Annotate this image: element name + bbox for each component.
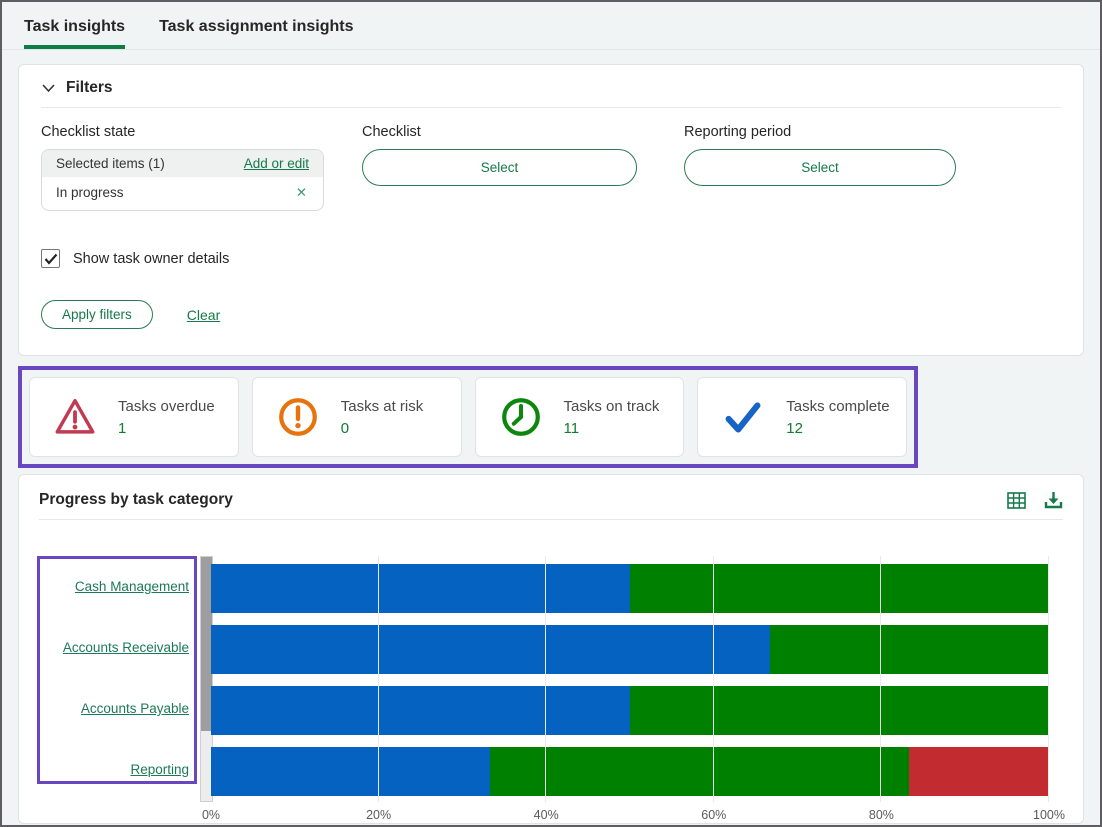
bar-segment-green-segment-accounts-receivable[interactable] — [769, 625, 1049, 674]
stat-label: Tasks at risk — [340, 397, 424, 415]
bar-segment-blue-segment-cash-management[interactable] — [211, 564, 630, 613]
card-tasks-on-track: Tasks on track 11 — [474, 377, 685, 457]
chart-plot-area — [211, 556, 1049, 802]
checklist-select-button[interactable]: Select — [362, 149, 637, 186]
bar-row-reporting — [211, 747, 1049, 796]
x-axis-tick-40: 40% — [533, 808, 559, 822]
bar-segment-green-segment-reporting[interactable] — [490, 747, 910, 796]
reporting-period-field: Reporting period Select — [684, 124, 956, 186]
card-tasks-complete: Tasks complete 12 — [697, 377, 907, 457]
alert-circle-icon — [275, 394, 321, 440]
stat-label: Tasks complete — [786, 397, 890, 415]
table-view-icon[interactable] — [1007, 491, 1026, 509]
stat-label: Tasks overdue — [118, 397, 215, 415]
category-link-cash-management[interactable]: Cash Management — [74, 579, 189, 594]
checklist-label: Checklist — [362, 124, 421, 140]
gridline-60 — [712, 556, 714, 802]
filters-divider — [41, 107, 1061, 108]
tab-task-assignment-insights[interactable]: Task assignment insights — [159, 18, 354, 35]
bar-segment-red-segment-reporting[interactable] — [909, 747, 1049, 796]
x-axis-tick-80: 80% — [868, 808, 894, 822]
stat-value: 1 — [118, 419, 127, 437]
gridline-40 — [545, 556, 547, 802]
progress-chart-panel: Progress by task category — [18, 474, 1084, 824]
stat-value: 0 — [340, 419, 350, 437]
apply-filters-button[interactable]: Apply filters — [41, 300, 153, 329]
chart-scrollbar[interactable] — [200, 556, 213, 802]
chart-divider — [39, 519, 1063, 520]
show-task-owner-label: Show task owner details — [73, 250, 230, 267]
bar-row-cash-management — [211, 564, 1049, 613]
gridline-100 — [1048, 556, 1049, 802]
category-link-accounts-receivable[interactable]: Accounts Receivable — [62, 640, 189, 655]
reporting-period-label: Reporting period — [684, 124, 792, 140]
x-axis-tick-60: 60% — [701, 808, 727, 822]
selected-items-box: Selected items (1) Add or edit In progre… — [41, 149, 324, 211]
checklist-field: Checklist Select — [362, 124, 637, 186]
selected-item-label: In progress — [56, 185, 124, 200]
clear-link[interactable]: Clear — [186, 306, 221, 323]
checklist-state-label: Checklist state — [41, 124, 136, 140]
filters-panel: Filters Checklist state Selected items (… — [18, 64, 1084, 356]
warning-triangle-icon — [52, 394, 98, 440]
card-tasks-at-risk: Tasks at risk 0 — [251, 377, 462, 457]
selected-item-row: In progress ✕ — [42, 177, 323, 210]
checkmark-icon — [44, 253, 57, 265]
progress-chart: Cash Management Accounts Receivable Accoun… — [37, 541, 1065, 825]
x-axis-tick-0: 0% — [201, 808, 221, 822]
clock-icon — [498, 394, 544, 440]
add-or-edit-link[interactable]: Add or edit — [243, 156, 309, 171]
bar-segment-blue-segment-accounts-receivable[interactable] — [211, 625, 770, 674]
show-task-owner-checkbox[interactable] — [41, 249, 60, 268]
bar-row-accounts-receivable — [211, 625, 1049, 674]
stat-value: 12 — [786, 419, 803, 437]
reporting-period-select-button[interactable]: Select — [684, 149, 956, 186]
category-link-reporting[interactable]: Reporting — [130, 762, 189, 777]
x-axis-tick-100: 100% — [1033, 808, 1065, 822]
stat-value: 11 — [563, 419, 580, 437]
gridline-20 — [377, 556, 379, 802]
summary-cards-highlight: Tasks overdue 1 Tasks at risk 0 — [18, 366, 918, 468]
category-link-accounts-payable[interactable]: Accounts Payable — [80, 701, 189, 716]
gridline-80 — [880, 556, 882, 802]
bar-row-accounts-payable — [211, 686, 1049, 735]
bar-segment-green-segment-cash-management[interactable] — [630, 564, 1049, 613]
tab-task-insights[interactable]: Task insights — [24, 18, 126, 49]
bar-segment-blue-segment-reporting[interactable] — [211, 747, 491, 796]
selected-items-count: Selected items (1) — [56, 156, 165, 171]
download-icon[interactable] — [1044, 491, 1063, 509]
bar-segment-blue-segment-accounts-payable[interactable] — [211, 686, 630, 735]
chart-x-axis: 0% 20% 40% 60% 80% 100% — [202, 808, 1065, 825]
close-icon[interactable]: ✕ — [295, 184, 307, 200]
x-axis-tick-20: 20% — [366, 808, 392, 822]
bar-segment-green-segment-accounts-payable[interactable] — [630, 686, 1049, 735]
tab-bar: Task insights Task assignment insights — [2, 2, 1100, 50]
checklist-state-field: Checklist state Selected items (1) Add o… — [41, 124, 324, 211]
chevron-down-icon[interactable] — [41, 82, 56, 94]
stat-label: Tasks on track — [563, 397, 660, 415]
chart-title: Progress by task category — [39, 491, 233, 508]
filters-title: Filters — [66, 79, 113, 96]
check-icon — [720, 394, 766, 440]
scrollbar-thumb[interactable] — [201, 557, 212, 731]
card-tasks-overdue: Tasks overdue 1 — [29, 377, 239, 457]
